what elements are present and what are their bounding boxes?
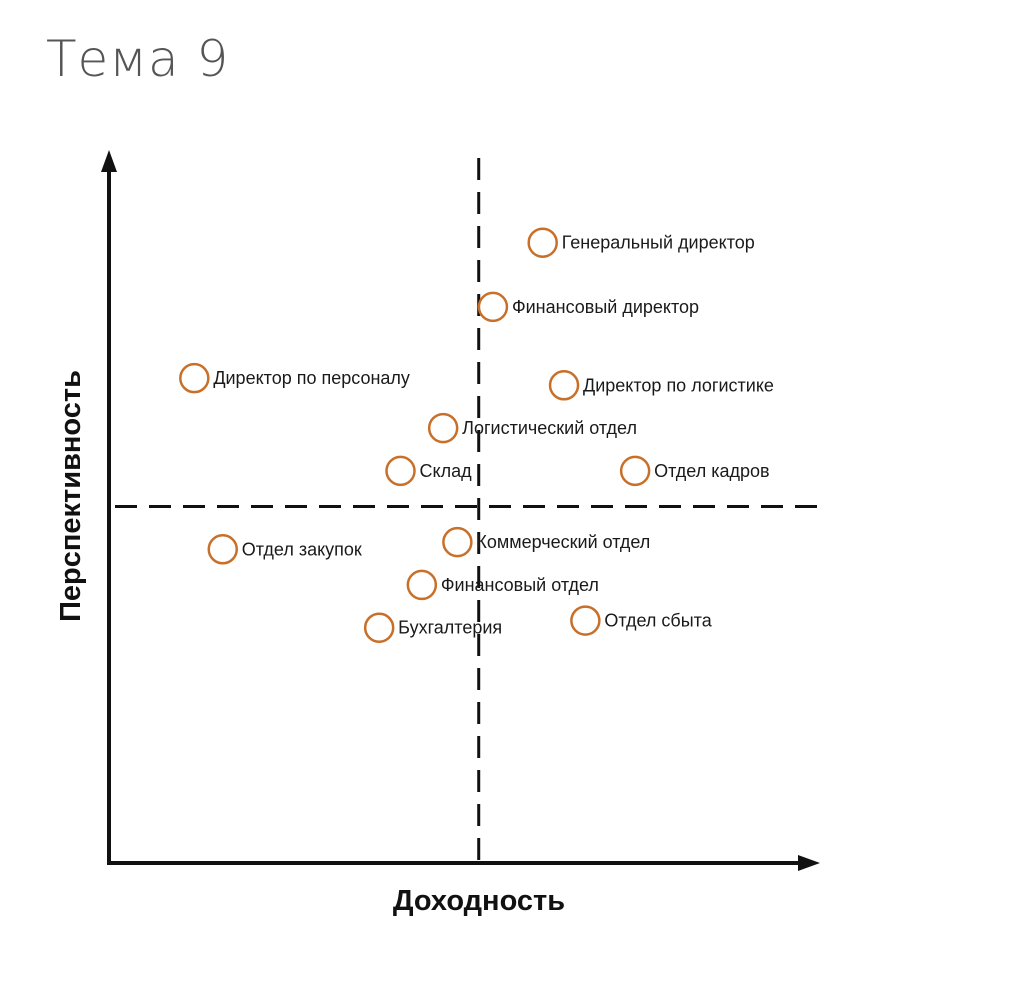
point-marker (442, 526, 473, 558)
point-marker (527, 227, 558, 258)
point-marker (363, 612, 395, 643)
quadrant-dividers (115, 158, 820, 863)
point-label: Бухгалтерия (398, 618, 502, 638)
point-marker (385, 455, 416, 487)
point-marker (207, 534, 239, 565)
point-marker (570, 605, 601, 636)
points-layer: Генеральный директор Финансовый директор Д… (179, 227, 774, 643)
data-point: Бухгалтерия (363, 612, 502, 643)
point-marker (619, 455, 651, 487)
point-marker (427, 412, 459, 444)
data-point: Коммерческий отдел (442, 526, 650, 558)
data-point: Отдел закупок (207, 534, 362, 565)
point-label: Отдел закупок (242, 539, 362, 559)
point-marker (548, 370, 580, 401)
data-point: Логистический отдел (427, 412, 637, 444)
point-label: Отдел кадров (654, 461, 769, 481)
page-title: Тема 9 (46, 30, 230, 88)
data-point: Генеральный директор (527, 227, 755, 258)
point-marker (406, 569, 438, 601)
point-label: Коммерческий отдел (476, 532, 650, 552)
y-axis-title: Перспективность (55, 370, 87, 622)
point-label: Финансовый отдел (441, 575, 599, 595)
point-label: Отдел сбыта (604, 611, 712, 631)
axes (101, 150, 820, 871)
data-point: Отдел сбыта (570, 605, 713, 636)
data-point: Склад (385, 455, 473, 487)
y-axis-arrow (101, 150, 117, 172)
point-marker (179, 362, 210, 394)
point-label: Директор по логистике (583, 375, 774, 395)
x-axis-title: Доходность (393, 885, 565, 917)
data-point: Директор по логистике (548, 370, 774, 401)
data-point: Финансовый директор (477, 291, 699, 323)
data-point: Отдел кадров (619, 455, 770, 487)
point-label: Логистический отдел (462, 418, 637, 438)
point-label: Финансовый директор (512, 297, 699, 317)
x-axis-arrow (798, 855, 820, 871)
point-marker (477, 291, 509, 323)
point-label: Директор по персоналу (213, 368, 410, 388)
data-point: Директор по персоналу (179, 362, 410, 394)
data-point: Финансовый отдел (406, 569, 599, 601)
point-label: Генеральный директор (562, 233, 755, 253)
point-label: Склад (420, 461, 473, 481)
